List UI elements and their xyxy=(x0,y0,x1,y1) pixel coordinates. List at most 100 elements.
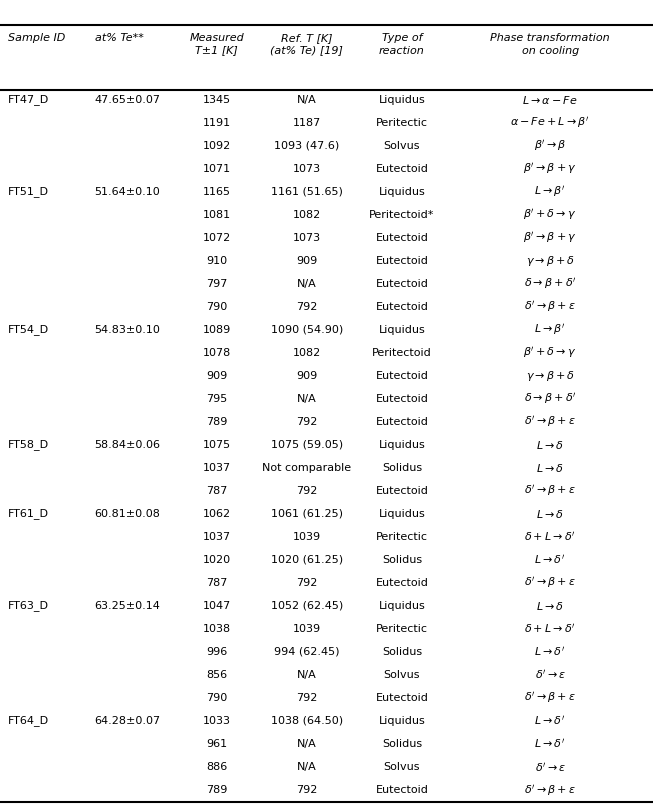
Text: $\delta' \rightarrow \beta + \epsilon$: $\delta' \rightarrow \beta + \epsilon$ xyxy=(524,299,576,314)
Text: Liquidus: Liquidus xyxy=(379,325,425,335)
Text: 910: 910 xyxy=(206,255,227,266)
Text: $\beta' \rightarrow \beta + \gamma$: $\beta' \rightarrow \beta + \gamma$ xyxy=(523,161,577,176)
Text: 1038: 1038 xyxy=(202,624,231,634)
Text: 792: 792 xyxy=(296,693,317,703)
Text: FT54_D: FT54_D xyxy=(8,324,49,335)
Text: 909: 909 xyxy=(206,371,227,381)
Text: $L \rightarrow \delta$: $L \rightarrow \delta$ xyxy=(536,439,564,451)
Text: $L \rightarrow \delta'$: $L \rightarrow \delta'$ xyxy=(534,553,566,566)
Text: $\delta' \rightarrow \epsilon$: $\delta' \rightarrow \epsilon$ xyxy=(535,760,565,773)
Text: 856: 856 xyxy=(206,670,227,680)
Text: 1052 (62.45): 1052 (62.45) xyxy=(271,601,343,611)
Text: $\beta' + \delta \rightarrow \gamma$: $\beta' + \delta \rightarrow \gamma$ xyxy=(524,345,577,360)
Text: 1037: 1037 xyxy=(202,463,231,473)
Text: $\delta' \rightarrow \beta + \epsilon$: $\delta' \rightarrow \beta + \epsilon$ xyxy=(524,782,576,797)
Text: N/A: N/A xyxy=(297,739,317,749)
Text: 790: 790 xyxy=(206,301,227,312)
Text: 58.84±0.06: 58.84±0.06 xyxy=(95,440,161,450)
Text: 1089: 1089 xyxy=(202,325,231,335)
Text: 797: 797 xyxy=(206,279,227,288)
Text: 1092: 1092 xyxy=(202,141,231,150)
Text: Not comparable: Not comparable xyxy=(263,463,351,473)
Text: $L \rightarrow \beta'$: $L \rightarrow \beta'$ xyxy=(534,322,566,337)
Text: $\alpha - Fe + L \rightarrow \beta'$: $\alpha - Fe + L \rightarrow \beta'$ xyxy=(511,115,590,130)
Text: N/A: N/A xyxy=(297,393,317,404)
Text: 1191: 1191 xyxy=(202,118,231,128)
Text: 792: 792 xyxy=(296,578,317,588)
Text: $\beta' \rightarrow \beta + \gamma$: $\beta' \rightarrow \beta + \gamma$ xyxy=(523,230,577,245)
Text: $L \rightarrow \delta'$: $L \rightarrow \delta'$ xyxy=(534,646,566,659)
Text: Eutectoid: Eutectoid xyxy=(375,279,428,288)
Text: 1072: 1072 xyxy=(202,233,231,242)
Text: 1161 (51.65): 1161 (51.65) xyxy=(271,187,343,196)
Text: Liquidus: Liquidus xyxy=(379,601,425,611)
Text: Solvus: Solvus xyxy=(384,141,420,150)
Text: 961: 961 xyxy=(206,739,227,749)
Text: $L \rightarrow \delta$: $L \rightarrow \delta$ xyxy=(536,600,564,612)
Text: 1020: 1020 xyxy=(202,555,231,565)
Text: 1033: 1033 xyxy=(203,716,231,726)
Text: 1082: 1082 xyxy=(293,209,321,220)
Text: 1037: 1037 xyxy=(202,532,231,542)
Text: Measured
T±1 [K]: Measured T±1 [K] xyxy=(189,33,244,56)
Text: 909: 909 xyxy=(296,371,317,381)
Text: 1062: 1062 xyxy=(202,509,231,519)
Text: Type of
reaction: Type of reaction xyxy=(379,33,425,56)
Text: Eutectoid: Eutectoid xyxy=(375,417,428,427)
Text: Peritectoid: Peritectoid xyxy=(372,347,432,358)
Text: $\gamma \rightarrow \beta + \delta$: $\gamma \rightarrow \beta + \delta$ xyxy=(526,254,575,267)
Text: 1075: 1075 xyxy=(202,440,231,450)
Text: 51.64±0.10: 51.64±0.10 xyxy=(95,187,161,196)
Text: 1082: 1082 xyxy=(293,347,321,358)
Text: Solvus: Solvus xyxy=(384,670,420,680)
Text: FT51_D: FT51_D xyxy=(8,186,49,197)
Text: 1039: 1039 xyxy=(293,624,321,634)
Text: 1090 (54.90): 1090 (54.90) xyxy=(271,325,343,335)
Text: 1187: 1187 xyxy=(293,118,321,128)
Text: 1047: 1047 xyxy=(202,601,231,611)
Text: 795: 795 xyxy=(206,393,227,404)
Text: 789: 789 xyxy=(206,417,227,427)
Text: Eutectoid: Eutectoid xyxy=(375,486,428,496)
Text: 1061 (61.25): 1061 (61.25) xyxy=(271,509,343,519)
Text: 64.28±0.07: 64.28±0.07 xyxy=(95,716,161,726)
Text: at% Te**: at% Te** xyxy=(95,33,144,43)
Text: Eutectoid: Eutectoid xyxy=(375,393,428,404)
Text: 47.65±0.07: 47.65±0.07 xyxy=(95,95,161,104)
Text: Sample ID: Sample ID xyxy=(8,33,65,43)
Text: 1093 (47.6): 1093 (47.6) xyxy=(274,141,340,150)
Text: Eutectoid: Eutectoid xyxy=(375,371,428,381)
Text: $\delta \rightarrow \beta + \delta'$: $\delta \rightarrow \beta + \delta'$ xyxy=(524,391,577,406)
Text: $L \rightarrow \delta$: $L \rightarrow \delta$ xyxy=(536,508,564,520)
Text: Liquidus: Liquidus xyxy=(379,440,425,450)
Text: $\delta' \rightarrow \beta + \epsilon$: $\delta' \rightarrow \beta + \epsilon$ xyxy=(524,575,576,591)
Text: Solidus: Solidus xyxy=(382,647,422,657)
Text: N/A: N/A xyxy=(297,670,317,680)
Text: 909: 909 xyxy=(296,255,317,266)
Text: $L \rightarrow \delta'$: $L \rightarrow \delta'$ xyxy=(534,714,566,727)
Text: Eutectoid: Eutectoid xyxy=(375,693,428,703)
Text: 792: 792 xyxy=(296,785,317,795)
Text: Solidus: Solidus xyxy=(382,463,422,473)
Text: FT63_D: FT63_D xyxy=(8,600,49,612)
Text: Eutectoid: Eutectoid xyxy=(375,578,428,588)
Text: FT47_D: FT47_D xyxy=(8,94,49,105)
Text: Eutectoid: Eutectoid xyxy=(375,301,428,312)
Text: 1165: 1165 xyxy=(203,187,231,196)
Text: Peritectic: Peritectic xyxy=(376,624,428,634)
Text: 1039: 1039 xyxy=(293,532,321,542)
Text: 787: 787 xyxy=(206,486,227,496)
Text: $\beta' + \delta \rightarrow \gamma$: $\beta' + \delta \rightarrow \gamma$ xyxy=(524,207,577,222)
Text: Peritectic: Peritectic xyxy=(376,532,428,542)
Text: N/A: N/A xyxy=(297,762,317,772)
Text: N/A: N/A xyxy=(297,279,317,288)
Text: $\delta' \rightarrow \beta + \epsilon$: $\delta' \rightarrow \beta + \epsilon$ xyxy=(524,691,576,705)
Text: Eutectoid: Eutectoid xyxy=(375,785,428,795)
Text: 1073: 1073 xyxy=(293,233,321,242)
Text: N/A: N/A xyxy=(297,95,317,104)
Text: Ref. T [K]
(at% Te) [19]: Ref. T [K] (at% Te) [19] xyxy=(270,33,343,56)
Text: 789: 789 xyxy=(206,785,227,795)
Text: Peritectoid*: Peritectoid* xyxy=(369,209,435,220)
Text: $L \rightarrow \alpha - Fe$: $L \rightarrow \alpha - Fe$ xyxy=(522,94,578,106)
Text: 1081: 1081 xyxy=(202,209,231,220)
